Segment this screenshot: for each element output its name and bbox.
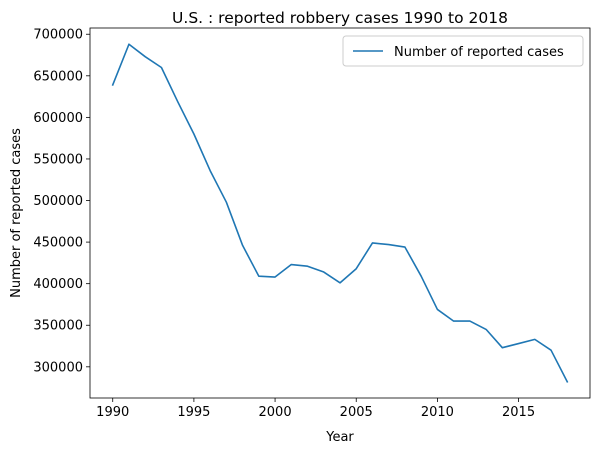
y-tick-label: 450000 — [33, 236, 83, 251]
y-tick-label: 550000 — [33, 152, 83, 167]
x-tick-label: 1995 — [177, 405, 210, 420]
x-axis-label: Year — [325, 430, 354, 445]
y-tick-label: 350000 — [33, 319, 83, 334]
x-tick-label: 2010 — [421, 405, 454, 420]
y-tick-label: 600000 — [33, 111, 83, 126]
series-line — [111, 43, 569, 383]
y-axis-label: Number of reported cases — [9, 128, 24, 298]
y-tick-label: 400000 — [33, 277, 83, 292]
series-layer — [111, 43, 569, 383]
y-tick-label: 700000 — [33, 28, 83, 43]
x-tick-label: 2005 — [340, 405, 373, 420]
x-tick-label: 2015 — [502, 405, 535, 420]
legend: Number of reported cases — [342, 35, 584, 67]
x-axis: 1990 1995 2000 2005 2010 2015 — [96, 398, 535, 420]
plot-area — [90, 28, 590, 398]
plot-background — [90, 28, 590, 398]
y-tick-label: 500000 — [33, 194, 83, 209]
legend-entry-label: Number of reported cases — [394, 45, 564, 60]
y-tick-label: 650000 — [33, 69, 83, 84]
y-tick-label: 300000 — [33, 360, 83, 375]
plot-frame — [89, 27, 591, 399]
chart-title: U.S. : reported robbery cases 1990 to 20… — [172, 9, 508, 27]
x-tick-label: 2000 — [259, 405, 292, 420]
y-axis: 300000 350000 400000 450000 500000 550000 6000… — [33, 28, 90, 375]
legend-box — [342, 35, 584, 67]
x-tick-label: 1990 — [96, 405, 129, 420]
